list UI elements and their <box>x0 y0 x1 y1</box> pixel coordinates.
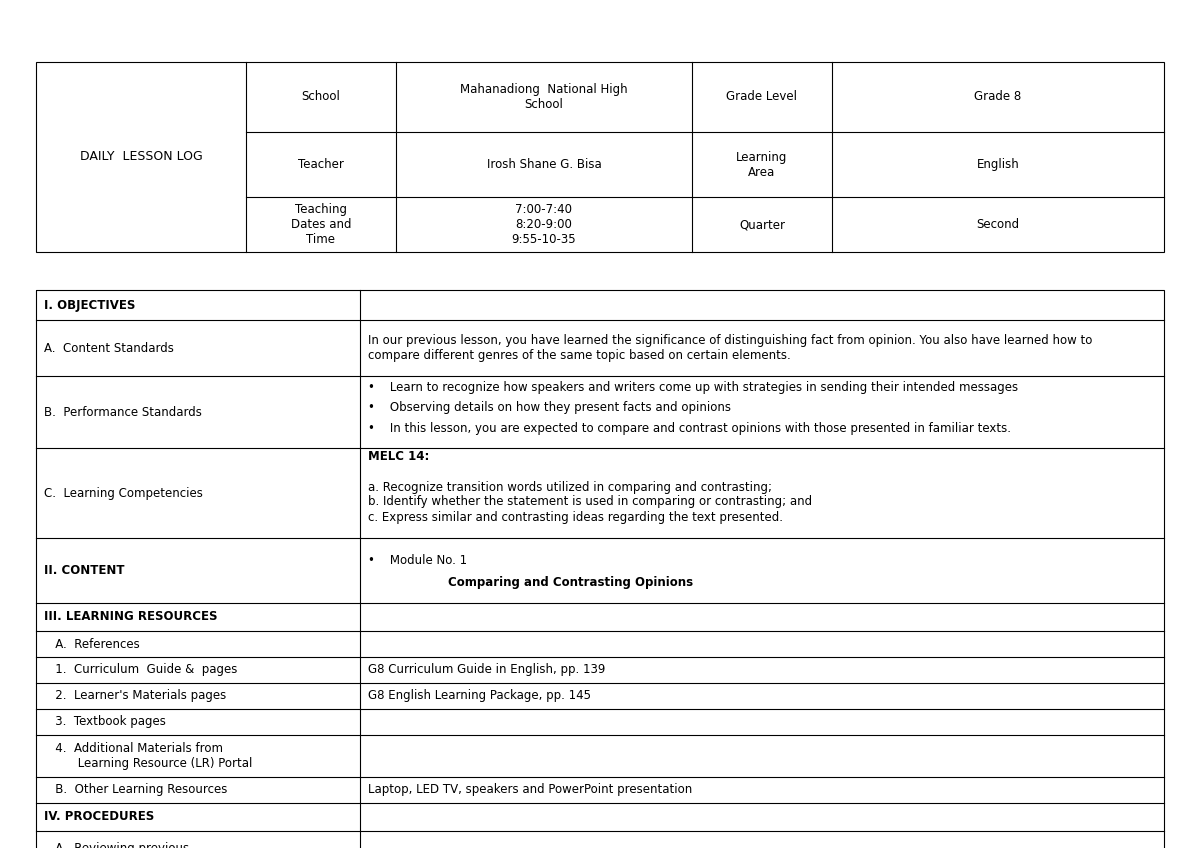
Text: G8 English Learning Package, pp. 145: G8 English Learning Package, pp. 145 <box>368 689 592 702</box>
Text: Mahanadiong  National High
School: Mahanadiong National High School <box>460 83 628 111</box>
Text: A.  Reviewing previous
          lesson/presenting the new
          lesson: A. Reviewing previous lesson/presenting … <box>44 842 238 848</box>
Text: B.  Other Learning Resources: B. Other Learning Resources <box>44 784 227 796</box>
Text: Irosh Shane G. Bisa: Irosh Shane G. Bisa <box>487 158 601 171</box>
Text: a. Recognize transition words utilized in comparing and contrasting;: a. Recognize transition words utilized i… <box>368 481 772 494</box>
Text: •    In this lesson, you are expected to compare and contrast opinions with thos: • In this lesson, you are expected to co… <box>368 422 1010 435</box>
Text: Laptop, LED TV, speakers and PowerPoint presentation: Laptop, LED TV, speakers and PowerPoint … <box>368 784 692 796</box>
Text: 3.  Textbook pages: 3. Textbook pages <box>44 716 166 728</box>
Text: II. CONTENT: II. CONTENT <box>44 564 125 577</box>
Text: A.  References: A. References <box>44 638 139 650</box>
Text: 4.  Additional Materials from
         Learning Resource (LR) Portal: 4. Additional Materials from Learning Re… <box>44 742 252 770</box>
Text: Quarter: Quarter <box>739 218 785 231</box>
Text: Teaching
Dates and
Time: Teaching Dates and Time <box>290 203 352 246</box>
Text: I. OBJECTIVES: I. OBJECTIVES <box>44 298 136 311</box>
Text: III. LEARNING RESOURCES: III. LEARNING RESOURCES <box>44 611 217 623</box>
Text: ✓: ✓ <box>368 845 382 848</box>
Text: B.  Performance Standards: B. Performance Standards <box>44 405 202 419</box>
Text: MELC 14:: MELC 14: <box>368 450 430 464</box>
Text: •    Module No. 1: • Module No. 1 <box>368 554 467 567</box>
Text: Grade 8: Grade 8 <box>974 91 1021 103</box>
Text: 2.  Learner's Materials pages: 2. Learner's Materials pages <box>44 689 227 702</box>
Text: Learning
Area: Learning Area <box>737 150 787 178</box>
Bar <box>36 290 1164 848</box>
Text: In our previous lesson, you have learned the significance of distinguishing fact: In our previous lesson, you have learned… <box>368 334 1092 362</box>
Text: DAILY  LESSON LOG: DAILY LESSON LOG <box>79 150 203 164</box>
Text: G8 Curriculum Guide in English, pp. 139: G8 Curriculum Guide in English, pp. 139 <box>368 663 605 677</box>
Text: •    Observing details on how they present facts and opinions: • Observing details on how they present … <box>368 401 731 415</box>
Text: Second: Second <box>977 218 1020 231</box>
Text: Comparing and Contrasting Opinions: Comparing and Contrasting Opinions <box>448 576 694 589</box>
Text: c. Express similar and contrasting ideas regarding the text presented.: c. Express similar and contrasting ideas… <box>368 510 784 523</box>
Text: Teacher: Teacher <box>298 158 344 171</box>
Bar <box>36 62 1164 252</box>
Text: 7:00-7:40
8:20-9:00
9:55-10-35: 7:00-7:40 8:20-9:00 9:55-10-35 <box>511 203 576 246</box>
Text: English: English <box>977 158 1019 171</box>
Text: 1.  Curriculum  Guide &  pages: 1. Curriculum Guide & pages <box>44 663 238 677</box>
Text: C.  Learning Competencies: C. Learning Competencies <box>44 487 203 499</box>
Text: IV. PROCEDURES: IV. PROCEDURES <box>44 811 155 823</box>
Text: School: School <box>301 91 341 103</box>
Text: b. Identify whether the statement is used in comparing or contrasting; and: b. Identify whether the statement is use… <box>368 495 812 509</box>
Text: Grade Level: Grade Level <box>726 91 798 103</box>
Text: •    Learn to recognize how speakers and writers come up with strategies in send: • Learn to recognize how speakers and wr… <box>368 381 1018 393</box>
Text: A.  Content Standards: A. Content Standards <box>44 342 174 354</box>
